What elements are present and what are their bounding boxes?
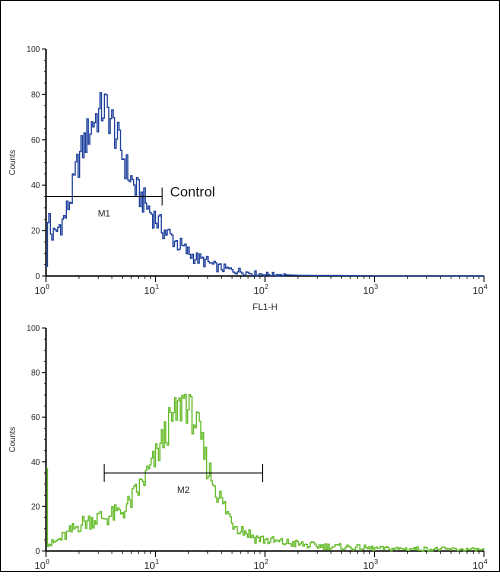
x-tick-label: 103: [363, 284, 378, 297]
y-axis-label: Counts: [8, 150, 17, 175]
marker-gate-label: M2: [177, 485, 190, 495]
histogram-panel-2: 0 20 40 60 80 100 100 101 102 103 104 Counts M2: [8, 324, 488, 572]
x-tick-label: 104: [472, 284, 487, 297]
y-tick-label: 100: [27, 324, 41, 333]
x-axis-label: FL1-H: [252, 302, 277, 312]
y-tick-label: 0: [36, 547, 41, 556]
marker-gate-label: M1: [98, 209, 111, 219]
y-tick-label: 80: [31, 90, 40, 99]
histogram-panel-1: 0 20 40 60 80 100 100 101 102 103 104 Counts FL1-H M1…: [8, 45, 488, 312]
x-tick-label: 100: [34, 284, 49, 297]
x-tick-label: 101: [144, 559, 159, 571]
histogram-series-line: [46, 393, 485, 552]
x-tick-label: 102: [253, 284, 268, 297]
y-tick-label: 100: [27, 45, 41, 54]
y-tick-label: 40: [31, 181, 40, 190]
x-tick-label: 102: [253, 559, 268, 571]
histogram-series-line: [46, 92, 484, 277]
x-tick-label: 104: [472, 559, 487, 571]
y-tick-label: 20: [31, 502, 40, 511]
x-tick-label: 100: [34, 559, 49, 571]
y-tick-label: 20: [31, 227, 40, 236]
x-tick-label: 103: [363, 559, 378, 571]
y-tick-label: 40: [31, 458, 40, 467]
y-tick-label: 60: [31, 136, 40, 145]
y-tick-label: 80: [31, 369, 40, 378]
y-tick-label: 0: [36, 272, 41, 281]
x-tick-label: 101: [144, 284, 159, 297]
annotation-text: Control: [170, 183, 215, 199]
y-tick-label: 60: [31, 413, 40, 422]
y-axis-label: Counts: [8, 427, 17, 452]
